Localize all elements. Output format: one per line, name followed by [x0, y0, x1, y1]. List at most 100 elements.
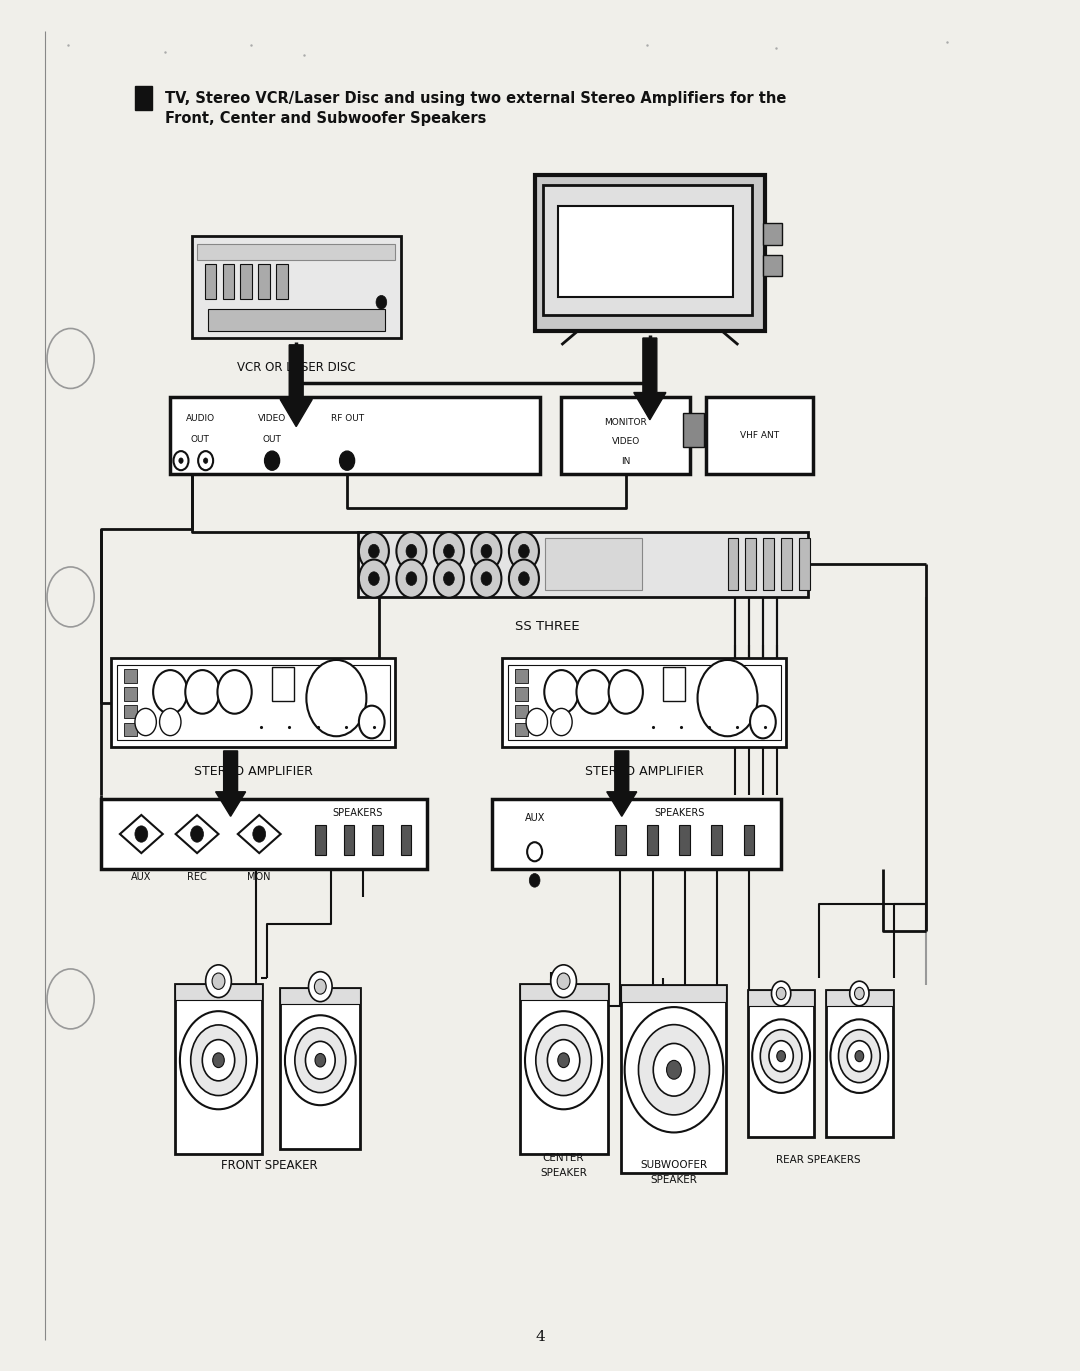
Bar [515, 705, 528, 718]
Bar [222, 263, 234, 299]
Bar [744, 825, 754, 856]
Circle shape [307, 659, 366, 736]
Bar [706, 396, 813, 474]
Bar [280, 988, 361, 1004]
Circle shape [368, 572, 379, 585]
Circle shape [359, 532, 389, 570]
Circle shape [359, 706, 384, 739]
Bar [745, 539, 756, 590]
Text: STEREO AMPLIFIER: STEREO AMPLIFIER [194, 765, 313, 777]
Bar [280, 988, 361, 1149]
Circle shape [557, 973, 570, 990]
Circle shape [831, 1020, 888, 1093]
Circle shape [48, 969, 94, 1028]
Circle shape [309, 972, 332, 1002]
Circle shape [444, 544, 455, 558]
Circle shape [368, 544, 379, 558]
Circle shape [518, 572, 529, 585]
Text: Front, Center and Subwoofer Speakers: Front, Center and Subwoofer Speakers [165, 111, 486, 126]
Circle shape [847, 1041, 872, 1072]
Bar [679, 825, 690, 856]
Circle shape [198, 451, 213, 470]
Bar [748, 990, 814, 1137]
Circle shape [48, 329, 94, 388]
Bar [621, 986, 727, 1001]
Circle shape [771, 982, 791, 1006]
Circle shape [174, 451, 189, 470]
Circle shape [509, 559, 539, 598]
Text: OUT: OUT [191, 435, 210, 444]
Text: AUDIO: AUDIO [186, 414, 215, 422]
Polygon shape [216, 751, 245, 816]
Text: SPEAKERS: SPEAKERS [333, 808, 383, 817]
Text: TV, Stereo VCR/Laser Disc and using two external Stereo Amplifiers for the: TV, Stereo VCR/Laser Disc and using two … [165, 90, 786, 106]
Text: IN: IN [621, 457, 631, 466]
Circle shape [253, 825, 266, 842]
Circle shape [666, 1060, 681, 1079]
Circle shape [339, 451, 354, 470]
Text: VIDEO: VIDEO [611, 437, 639, 446]
Bar [826, 990, 892, 1006]
Polygon shape [176, 814, 218, 853]
Circle shape [481, 572, 491, 585]
Bar [515, 687, 528, 701]
Circle shape [191, 825, 203, 842]
Text: STEREO AMPLIFIER: STEREO AMPLIFIER [585, 765, 704, 777]
Bar [535, 174, 765, 332]
Bar [826, 990, 892, 1137]
Bar [545, 539, 642, 590]
Text: VIDEO: VIDEO [258, 414, 286, 422]
Bar [508, 665, 781, 740]
Circle shape [295, 1028, 346, 1093]
Bar [315, 825, 326, 856]
Bar [558, 206, 733, 298]
Bar [175, 983, 262, 1154]
Bar [515, 723, 528, 736]
Circle shape [376, 295, 387, 308]
Polygon shape [120, 814, 163, 853]
Circle shape [160, 709, 181, 736]
Circle shape [750, 706, 775, 739]
Circle shape [609, 670, 643, 714]
Circle shape [48, 568, 94, 627]
Circle shape [551, 965, 577, 998]
Circle shape [153, 670, 188, 714]
Bar [615, 825, 625, 856]
Text: REC: REC [187, 872, 207, 882]
Bar [748, 990, 814, 1006]
Bar [762, 255, 782, 277]
Text: VHF ANT: VHF ANT [740, 430, 780, 440]
Circle shape [548, 1039, 580, 1080]
Bar [519, 983, 608, 999]
Bar [197, 244, 395, 260]
Circle shape [777, 987, 786, 999]
Text: MON: MON [247, 872, 271, 882]
Circle shape [135, 825, 148, 842]
Bar [124, 723, 137, 736]
Text: REAR SPEAKERS: REAR SPEAKERS [777, 1154, 861, 1165]
Text: SS THREE: SS THREE [514, 621, 579, 633]
Circle shape [265, 451, 280, 470]
Circle shape [525, 1012, 603, 1109]
Circle shape [557, 1053, 569, 1068]
Bar [357, 532, 808, 596]
Bar [124, 705, 137, 718]
Circle shape [203, 458, 207, 463]
Bar [175, 983, 262, 999]
Circle shape [306, 1042, 335, 1079]
Bar [124, 687, 137, 701]
Polygon shape [607, 751, 637, 816]
Circle shape [698, 659, 757, 736]
Bar [683, 413, 704, 447]
Circle shape [285, 1016, 355, 1105]
Bar [401, 825, 411, 856]
Circle shape [406, 544, 417, 558]
Bar [171, 396, 540, 474]
Circle shape [217, 670, 252, 714]
Circle shape [838, 1030, 880, 1083]
Bar [124, 669, 137, 683]
Circle shape [314, 979, 326, 994]
Circle shape [434, 559, 464, 598]
Bar [502, 658, 786, 747]
Bar [712, 825, 723, 856]
